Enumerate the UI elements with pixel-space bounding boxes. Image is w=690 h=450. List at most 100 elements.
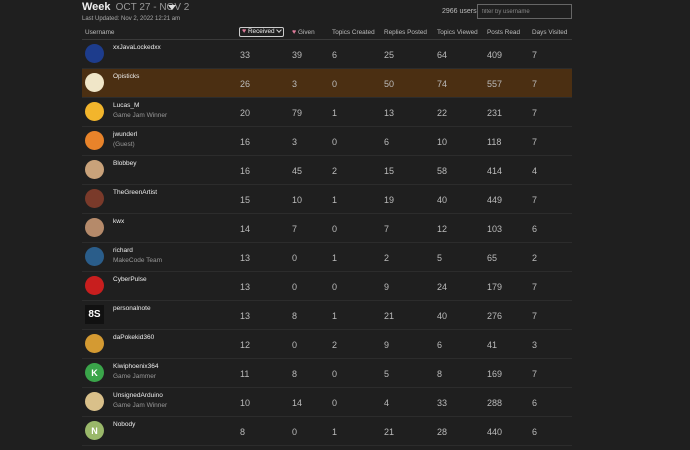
username-link[interactable]: Nobody bbox=[113, 421, 136, 428]
cell-received: 15 bbox=[240, 195, 251, 205]
cell-posts-read: 41 bbox=[487, 340, 498, 350]
cell-topics-created: 1 bbox=[332, 427, 338, 437]
cell-topics-viewed: 74 bbox=[437, 79, 448, 89]
avatar[interactable] bbox=[85, 73, 104, 92]
avatar[interactable] bbox=[85, 334, 104, 353]
table-row[interactable]: 8S personalnote 13 8 1 21 40 276 7 bbox=[82, 301, 572, 330]
avatar[interactable] bbox=[85, 44, 104, 63]
table-row[interactable]: N Nobody 8 0 1 21 28 440 6 bbox=[82, 417, 572, 446]
cell-topics-created: 0 bbox=[332, 282, 338, 292]
column-topics-viewed[interactable]: Topics Viewed bbox=[437, 29, 478, 36]
table-header: Username ♥ Received ♥ Given Topics Creat… bbox=[82, 27, 572, 40]
username-link[interactable]: personalnote bbox=[113, 305, 151, 312]
table-row[interactable]: richard MakeCode Team 13 0 1 2 5 65 2 bbox=[82, 243, 572, 272]
cell-topics-viewed: 5 bbox=[437, 253, 443, 263]
cell-days-visited: 7 bbox=[532, 195, 538, 205]
table-row[interactable]: Opisticks 26 3 0 50 74 557 7 bbox=[82, 69, 572, 98]
avatar[interactable] bbox=[85, 392, 104, 411]
username-link[interactable]: Blobbey bbox=[113, 160, 137, 167]
username-link[interactable]: Kiwiphoenix364 bbox=[113, 363, 159, 370]
username-link[interactable]: daPokekid360 bbox=[113, 334, 155, 341]
table-row[interactable]: Blobbey 16 45 2 15 58 414 4 bbox=[82, 156, 572, 185]
last-updated: Last Updated: Nov 2, 2022 12:21 am bbox=[82, 16, 181, 22]
column-replies-posted[interactable]: Replies Posted bbox=[384, 29, 427, 36]
username-link[interactable]: kwx bbox=[113, 218, 125, 225]
username-link[interactable]: UnsignedArduino bbox=[113, 392, 163, 399]
table-row[interactable]: TheGreenArtist 15 10 1 19 40 449 7 bbox=[82, 185, 572, 214]
cell-topics-viewed: 28 bbox=[437, 427, 448, 437]
cell-days-visited: 6 bbox=[532, 224, 538, 234]
cell-days-visited: 7 bbox=[532, 311, 538, 321]
column-username[interactable]: Username bbox=[85, 29, 115, 36]
caret-down-icon[interactable] bbox=[168, 5, 176, 10]
avatar[interactable] bbox=[85, 160, 104, 179]
table-row[interactable]: CyberPulse 13 0 0 9 24 179 7 bbox=[82, 272, 572, 301]
avatar[interactable] bbox=[85, 131, 104, 150]
cell-received: 13 bbox=[240, 311, 251, 321]
cell-received: 13 bbox=[240, 282, 251, 292]
cell-given: 8 bbox=[292, 311, 298, 321]
cell-replies-posted: 21 bbox=[384, 427, 395, 437]
cell-days-visited: 3 bbox=[532, 340, 538, 350]
column-posts-read[interactable]: Posts Read bbox=[487, 29, 521, 36]
cell-replies-posted: 13 bbox=[384, 108, 395, 118]
username-link[interactable]: xxJavaLockedxx bbox=[113, 44, 161, 51]
table-row[interactable]: UnsignedArduino Game Jam Winner 10 14 0 4 33 28… bbox=[82, 388, 572, 417]
cell-given: 0 bbox=[292, 340, 298, 350]
column-received-label: Received bbox=[247, 28, 275, 35]
cell-topics-created: 1 bbox=[332, 253, 338, 263]
cell-received: 12 bbox=[240, 340, 251, 350]
avatar[interactable]: 8S bbox=[85, 305, 104, 324]
username-filter-input[interactable] bbox=[477, 4, 572, 19]
username-link[interactable]: jwunderl bbox=[113, 131, 138, 138]
column-topics-created[interactable]: Topics Created bbox=[332, 29, 375, 36]
cell-given: 10 bbox=[292, 195, 303, 205]
avatar[interactable]: N bbox=[85, 421, 104, 440]
cell-topics-created: 0 bbox=[332, 369, 338, 379]
table-row[interactable]: daPokekid360 12 0 2 9 6 41 3 bbox=[82, 330, 572, 359]
cell-given: 0 bbox=[292, 253, 298, 263]
user-count: 2966 users bbox=[442, 8, 477, 15]
avatar[interactable] bbox=[85, 276, 104, 295]
column-days-visited[interactable]: Days Visited bbox=[532, 29, 568, 36]
cell-given: 0 bbox=[292, 282, 298, 292]
cell-days-visited: 7 bbox=[532, 369, 538, 379]
cell-given: 3 bbox=[292, 79, 298, 89]
cell-received: 11 bbox=[240, 369, 250, 379]
cell-received: 13 bbox=[240, 253, 251, 263]
cell-replies-posted: 9 bbox=[384, 340, 390, 350]
username-link[interactable]: TheGreenArtist bbox=[113, 189, 158, 196]
user-title: Game Jammer bbox=[113, 373, 156, 380]
username-link[interactable]: Opisticks bbox=[113, 73, 140, 80]
avatar[interactable] bbox=[85, 102, 104, 121]
username-link[interactable]: Lucas_M bbox=[113, 102, 140, 109]
avatar[interactable] bbox=[85, 247, 104, 266]
table-row[interactable]: K Kiwiphoenix364 Game Jammer 11 8 0 5 8 169 7 bbox=[82, 359, 572, 388]
cell-topics-created: 0 bbox=[332, 137, 338, 147]
period-selector[interactable]: Week OCT 27 - NOV 2 bbox=[82, 1, 189, 13]
cell-received: 14 bbox=[240, 224, 251, 234]
cell-topics-created: 1 bbox=[332, 311, 338, 321]
column-given[interactable]: ♥ Given bbox=[292, 29, 315, 36]
cell-posts-read: 179 bbox=[487, 282, 503, 292]
username-link[interactable]: CyberPulse bbox=[113, 276, 147, 283]
cell-given: 8 bbox=[292, 369, 298, 379]
cell-topics-viewed: 6 bbox=[437, 340, 443, 350]
avatar[interactable] bbox=[85, 218, 104, 237]
table-row[interactable]: jwunderl (Guest) 16 3 0 6 10 118 7 bbox=[82, 127, 572, 156]
table-row[interactable]: Lucas_M Game Jam Winner 20 79 1 13 22 231 7 bbox=[82, 98, 572, 127]
column-received[interactable]: ♥ Received bbox=[239, 27, 284, 37]
avatar[interactable]: K bbox=[85, 363, 104, 382]
cell-topics-viewed: 22 bbox=[437, 108, 448, 118]
table-row[interactable]: xxJavaLockedxx 33 39 6 25 64 409 7 bbox=[82, 40, 572, 69]
username-link[interactable]: richard bbox=[113, 247, 133, 254]
cell-posts-read: 276 bbox=[487, 311, 503, 321]
cell-topics-viewed: 10 bbox=[437, 137, 448, 147]
cell-posts-read: 103 bbox=[487, 224, 503, 234]
avatar[interactable] bbox=[85, 189, 104, 208]
cell-topics-created: 0 bbox=[332, 79, 338, 89]
cell-topics-viewed: 40 bbox=[437, 195, 448, 205]
cell-received: 16 bbox=[240, 137, 251, 147]
table-row[interactable]: kwx 14 7 0 7 12 103 6 bbox=[82, 214, 572, 243]
cell-topics-created: 2 bbox=[332, 340, 338, 350]
